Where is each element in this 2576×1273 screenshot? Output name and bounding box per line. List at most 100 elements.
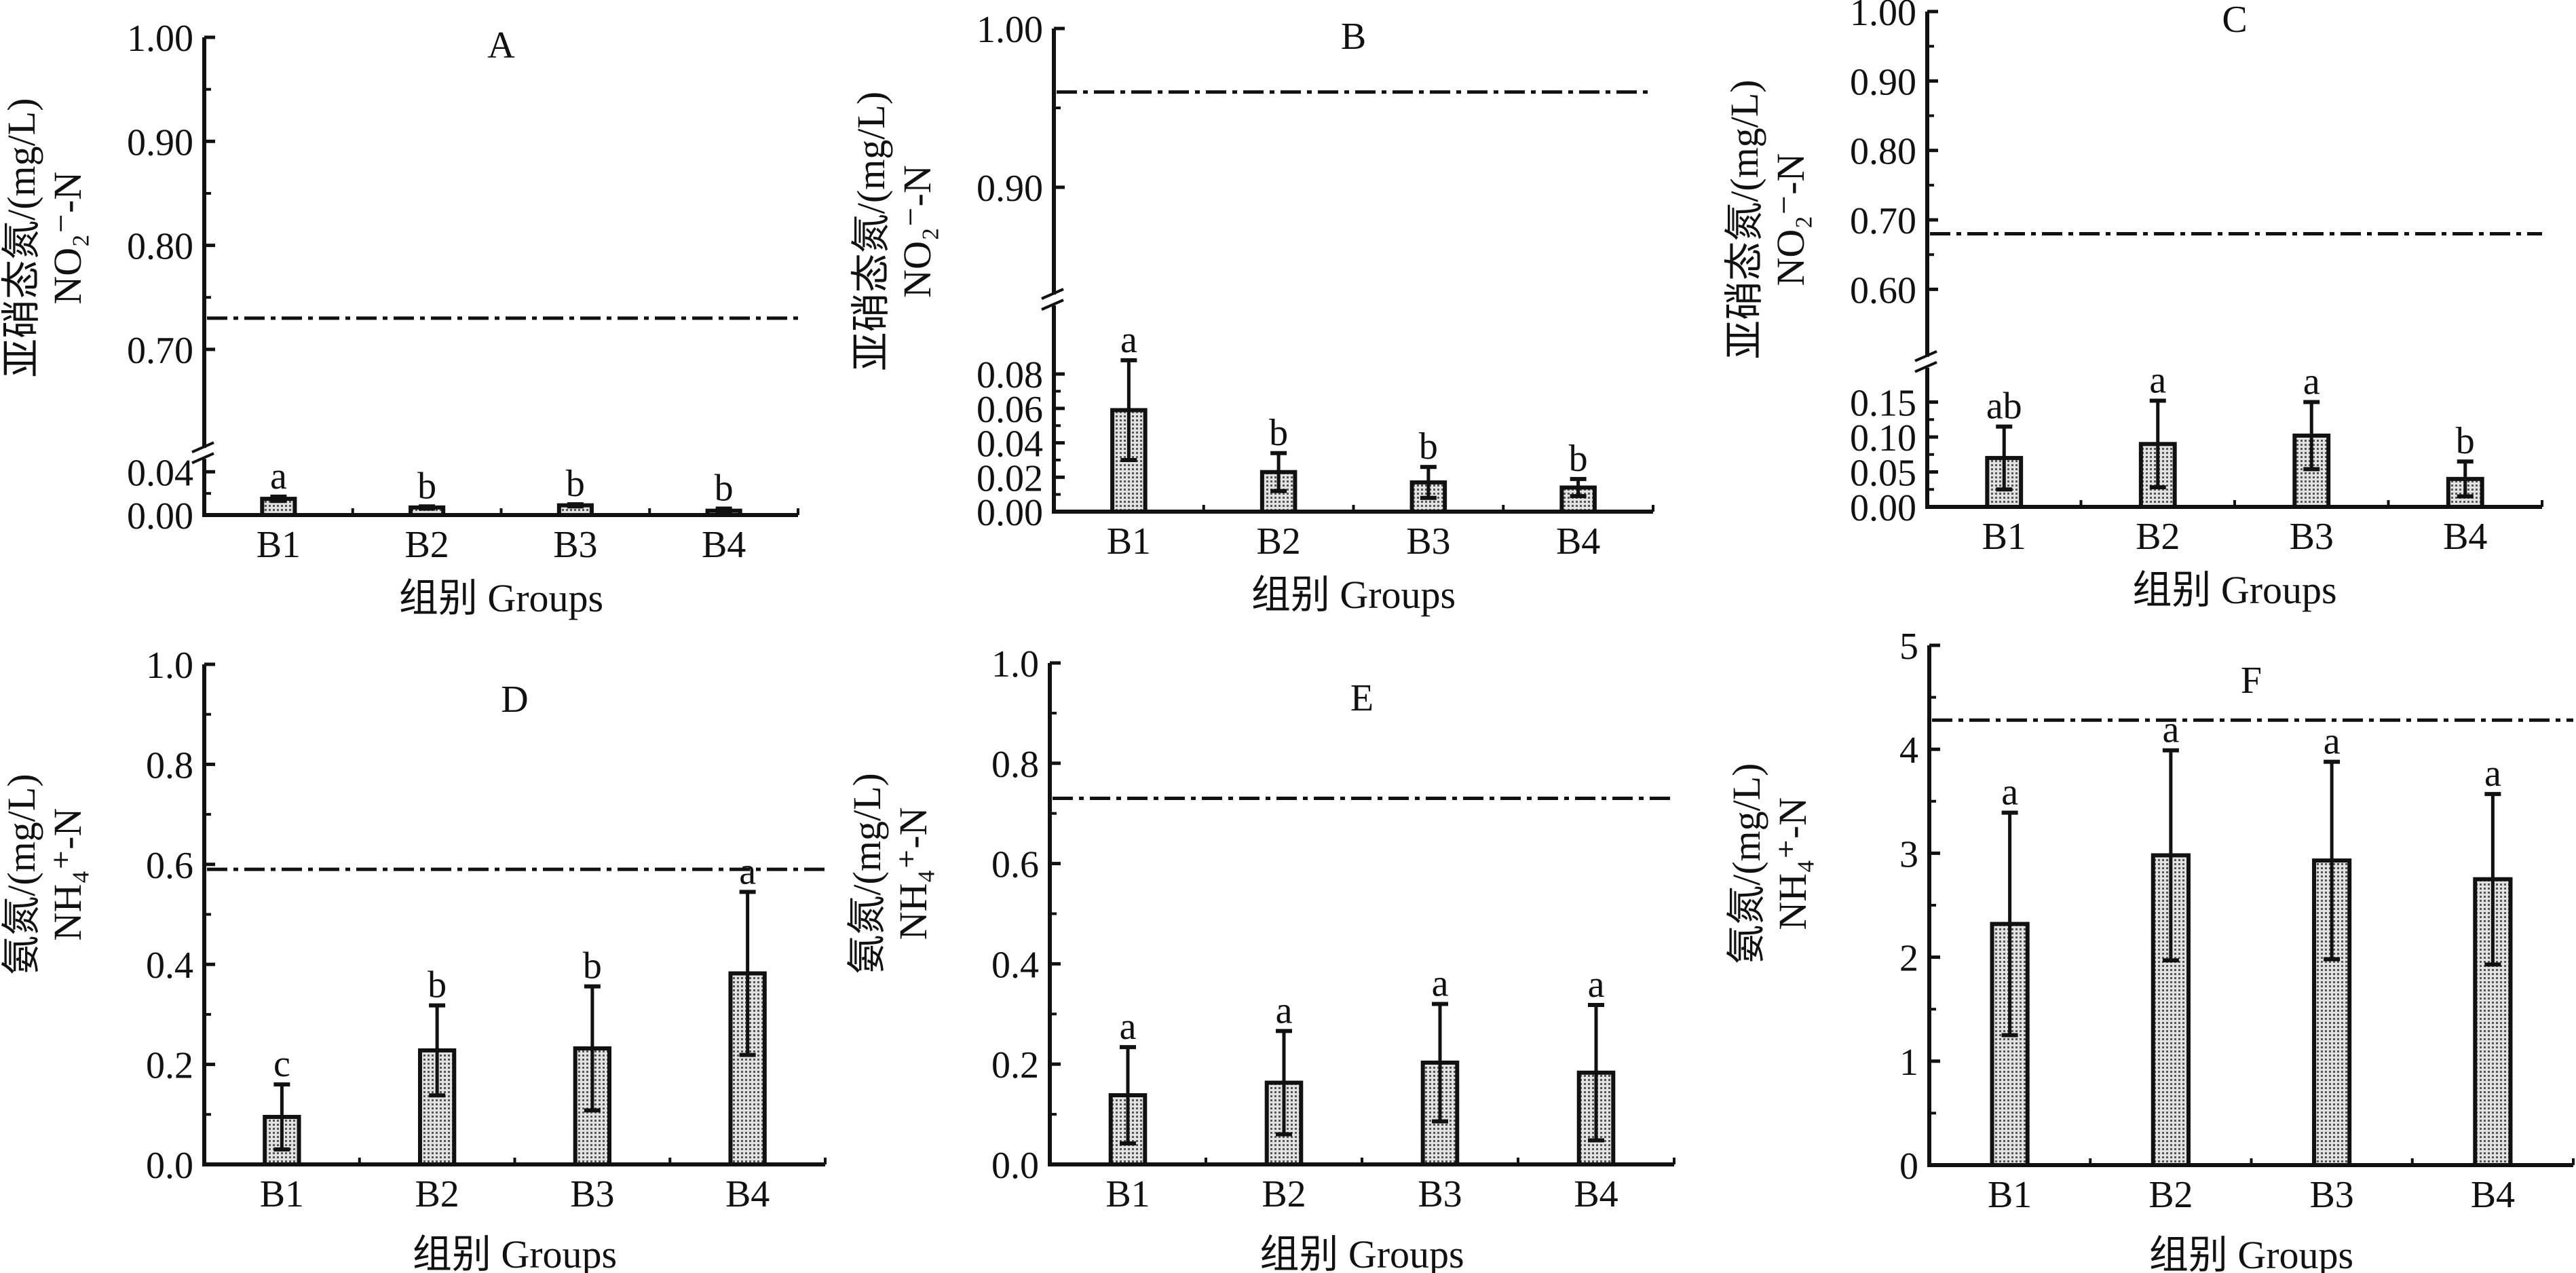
x-tick-label: B1 bbox=[260, 1173, 304, 1215]
x-axis-title: 组别 Groups bbox=[1259, 1232, 1464, 1273]
axis-break-mark bbox=[191, 452, 214, 465]
panel-letter: B bbox=[1341, 16, 1366, 58]
axis-break-mark bbox=[1041, 299, 1064, 311]
x-tick-label: B3 bbox=[570, 1173, 614, 1215]
y-tick-label: 0.00 bbox=[977, 492, 1043, 534]
panel-letter: E bbox=[1350, 677, 1374, 719]
y-axis-title: 氨氮/(mg/L) bbox=[1724, 763, 1768, 964]
x-tick-label: B1 bbox=[1107, 520, 1151, 563]
x-tick-label: B2 bbox=[1262, 1173, 1306, 1215]
x-tick-label: B2 bbox=[2136, 516, 2180, 558]
x-tick-label: B4 bbox=[2471, 1174, 2515, 1216]
panel-letter: D bbox=[501, 679, 528, 721]
significance-letter: b bbox=[1569, 438, 1588, 480]
significance-letter: b bbox=[428, 964, 447, 1006]
panel-e: 0.0 0.2 0.4 0.6 0.8 1.0 a B1 a B2 a B3 a B4 E 组别 Groups… bbox=[845, 643, 1675, 1273]
significance-letter: a bbox=[2303, 361, 2320, 403]
y-axis-formula: NH₄⁺-N bbox=[1770, 797, 1815, 930]
y-tick-label: 0.80 bbox=[127, 226, 193, 268]
x-tick-label: B4 bbox=[725, 1173, 770, 1215]
y-axis-formula: NO₂⁻-N bbox=[895, 165, 939, 298]
y-tick-label: 0.4 bbox=[991, 944, 1039, 986]
y-tick-label: 0.04 bbox=[127, 452, 193, 494]
x-axis-title: 组别 Groups bbox=[2149, 1233, 2353, 1273]
y-tick-label: 0.8 bbox=[991, 744, 1039, 786]
y-tick-label: 0.8 bbox=[146, 744, 193, 786]
x-tick-label: B3 bbox=[553, 524, 597, 566]
panel-f: 0 1 2 3 4 5 a B1 a B2 a B3 a B4 F 组别 Groups 氨氮/(mg/L) NH₄… bbox=[1724, 626, 2575, 1273]
y-tick-label: 1.00 bbox=[1850, 0, 1916, 34]
y-tick-label: 4 bbox=[1899, 729, 1918, 772]
x-tick-label: B1 bbox=[257, 524, 301, 566]
significance-letter: ab bbox=[1986, 385, 2022, 428]
significance-letter: b bbox=[566, 463, 585, 505]
x-tick-label: B4 bbox=[1556, 520, 1600, 563]
y-tick-label: 1.0 bbox=[991, 643, 1039, 685]
x-tick-label: B4 bbox=[2443, 516, 2487, 558]
x-tick-label: B2 bbox=[415, 1173, 459, 1215]
significance-letter: a bbox=[1276, 989, 1293, 1031]
x-tick-label: B3 bbox=[2309, 1174, 2353, 1216]
y-axis-formula: NH₄⁺-N bbox=[891, 807, 935, 940]
y-tick-label: 1.00 bbox=[127, 18, 193, 60]
y-tick-label: 0.70 bbox=[127, 330, 193, 372]
significance-letter: a bbox=[2324, 721, 2341, 763]
y-tick-label: 0.2 bbox=[991, 1044, 1039, 1086]
significance-letter: a bbox=[739, 850, 756, 892]
significance-letter: b bbox=[2456, 420, 2475, 462]
x-tick-label: B4 bbox=[702, 524, 746, 566]
x-axis-title: 组别 Groups bbox=[1251, 573, 1456, 617]
significance-letter: a bbox=[1120, 319, 1137, 361]
y-tick-label: 0.90 bbox=[1850, 61, 1916, 103]
x-axis-title: 组别 Groups bbox=[399, 576, 603, 620]
y-axis-formula: NH₄⁺-N bbox=[45, 808, 90, 941]
y-tick-label: 0.02 bbox=[977, 457, 1043, 499]
axis-break-mark bbox=[1914, 350, 1937, 362]
y-tick-label: 0.60 bbox=[1850, 269, 1916, 311]
panel-letter: F bbox=[2241, 660, 2262, 702]
y-tick-label: 0.6 bbox=[146, 845, 193, 887]
x-tick-label: B3 bbox=[1418, 1173, 1462, 1215]
y-tick-label: 0.6 bbox=[991, 844, 1039, 886]
significance-letter: a bbox=[1120, 1006, 1137, 1048]
axis-break-mark bbox=[1914, 361, 1937, 373]
significance-letter: a bbox=[270, 455, 287, 497]
y-tick-label: 0.80 bbox=[1850, 131, 1916, 173]
x-tick-label: B3 bbox=[1406, 520, 1450, 563]
y-tick-label: 0.08 bbox=[977, 354, 1043, 396]
y-tick-label: 0.0 bbox=[991, 1145, 1039, 1187]
significance-letter: b bbox=[715, 467, 734, 509]
significance-letter: b bbox=[1419, 425, 1438, 468]
significance-letter: a bbox=[2484, 753, 2501, 795]
panel-c: 0.000.050.100.150.600.700.800.901.00abB1… bbox=[1722, 0, 2543, 612]
x-tick-label: B1 bbox=[1982, 516, 2026, 558]
x-tick-label: B1 bbox=[1988, 1174, 2032, 1216]
y-tick-label: 0.70 bbox=[1850, 200, 1916, 242]
x-axis-title: 组别 Groups bbox=[413, 1232, 617, 1273]
y-tick-label: 1.00 bbox=[977, 9, 1043, 51]
significance-letter: b bbox=[583, 945, 602, 987]
significance-letter: a bbox=[1588, 964, 1605, 1006]
y-tick-label: 0.2 bbox=[146, 1045, 193, 1087]
x-axis-title: 组别 Groups bbox=[2132, 568, 2336, 612]
x-tick-label: B2 bbox=[404, 524, 449, 566]
y-tick-label: 1 bbox=[1899, 1042, 1918, 1084]
y-tick-label: 2 bbox=[1899, 938, 1918, 980]
y-axis-formula: NO₂⁻-N bbox=[45, 172, 90, 305]
significance-letter: a bbox=[2149, 359, 2166, 401]
y-axis-title: 亚硝态氮/(mg/L) bbox=[849, 92, 893, 371]
y-tick-label: 0.0 bbox=[146, 1145, 193, 1187]
significance-letter: a bbox=[1432, 963, 1449, 1005]
x-tick-label: B2 bbox=[1256, 520, 1300, 563]
y-axis-title: 亚硝态氮/(mg/L) bbox=[1722, 79, 1766, 359]
significance-letter: b bbox=[417, 465, 436, 507]
axis-break-mark bbox=[1041, 288, 1064, 300]
y-tick-label: 0.00 bbox=[127, 495, 193, 537]
y-tick-label: 0 bbox=[1899, 1145, 1918, 1188]
y-tick-label: 3 bbox=[1899, 833, 1918, 875]
y-tick-label: 0.90 bbox=[127, 121, 193, 164]
y-tick-label: 0.4 bbox=[146, 945, 193, 987]
y-tick-label: 0.90 bbox=[977, 168, 1043, 210]
y-axis-formula: NO₂⁻-N bbox=[1768, 153, 1813, 286]
